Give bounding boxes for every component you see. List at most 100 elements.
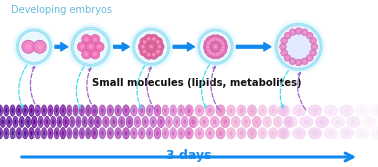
Ellipse shape <box>0 128 3 139</box>
Ellipse shape <box>21 120 23 124</box>
Ellipse shape <box>328 131 333 136</box>
Circle shape <box>197 28 234 66</box>
Circle shape <box>277 25 320 68</box>
Ellipse shape <box>65 120 67 124</box>
Ellipse shape <box>150 116 156 128</box>
Circle shape <box>284 32 291 39</box>
Ellipse shape <box>186 105 192 116</box>
Circle shape <box>207 42 210 45</box>
Ellipse shape <box>5 131 7 136</box>
Ellipse shape <box>33 120 35 124</box>
Ellipse shape <box>101 108 104 113</box>
Ellipse shape <box>229 131 232 136</box>
Circle shape <box>86 42 96 52</box>
Ellipse shape <box>188 131 190 136</box>
FancyArrowPatch shape <box>147 67 155 110</box>
Ellipse shape <box>149 108 151 113</box>
Ellipse shape <box>125 108 127 113</box>
Circle shape <box>209 39 212 42</box>
Ellipse shape <box>198 131 201 136</box>
Ellipse shape <box>0 105 3 116</box>
Circle shape <box>215 53 219 56</box>
Circle shape <box>133 28 170 65</box>
Ellipse shape <box>59 120 60 124</box>
Ellipse shape <box>138 128 145 139</box>
Ellipse shape <box>109 108 112 113</box>
Ellipse shape <box>229 108 232 113</box>
Circle shape <box>140 37 149 47</box>
Ellipse shape <box>184 105 194 116</box>
Ellipse shape <box>347 116 360 128</box>
Ellipse shape <box>94 116 100 128</box>
Ellipse shape <box>340 128 353 139</box>
Ellipse shape <box>43 108 45 113</box>
Circle shape <box>295 28 302 34</box>
Ellipse shape <box>268 105 277 116</box>
Ellipse shape <box>203 120 206 124</box>
Ellipse shape <box>141 108 143 113</box>
Circle shape <box>297 61 300 64</box>
Circle shape <box>153 47 163 56</box>
Circle shape <box>98 45 101 49</box>
Circle shape <box>203 42 212 51</box>
Circle shape <box>147 37 150 41</box>
Ellipse shape <box>16 105 22 116</box>
Circle shape <box>285 34 312 61</box>
Ellipse shape <box>35 105 40 116</box>
Ellipse shape <box>224 120 227 124</box>
FancyArrowPatch shape <box>19 65 27 108</box>
Circle shape <box>281 49 288 56</box>
Circle shape <box>194 25 237 68</box>
Circle shape <box>85 38 88 41</box>
Circle shape <box>77 42 87 52</box>
Circle shape <box>82 49 91 59</box>
Ellipse shape <box>226 105 235 116</box>
Ellipse shape <box>277 128 290 139</box>
Ellipse shape <box>10 128 15 139</box>
Ellipse shape <box>24 131 26 136</box>
Ellipse shape <box>121 120 123 124</box>
Circle shape <box>37 44 42 49</box>
Circle shape <box>204 39 213 48</box>
Ellipse shape <box>170 128 177 139</box>
Ellipse shape <box>191 120 194 124</box>
Ellipse shape <box>164 108 167 113</box>
Ellipse shape <box>313 131 318 136</box>
Ellipse shape <box>93 131 96 136</box>
Ellipse shape <box>216 105 225 116</box>
Ellipse shape <box>62 108 64 113</box>
Ellipse shape <box>251 108 254 113</box>
Ellipse shape <box>48 105 53 116</box>
Ellipse shape <box>284 116 297 128</box>
Ellipse shape <box>360 131 365 136</box>
Ellipse shape <box>281 131 286 136</box>
Ellipse shape <box>27 120 29 124</box>
Ellipse shape <box>371 128 378 139</box>
Ellipse shape <box>154 105 161 116</box>
Circle shape <box>93 52 97 56</box>
Ellipse shape <box>31 131 33 136</box>
Ellipse shape <box>158 116 164 128</box>
Ellipse shape <box>252 116 261 128</box>
Circle shape <box>313 45 316 48</box>
Circle shape <box>213 35 222 44</box>
Circle shape <box>213 50 222 59</box>
Circle shape <box>143 50 146 53</box>
Ellipse shape <box>288 120 293 124</box>
Ellipse shape <box>284 116 293 128</box>
Circle shape <box>152 53 155 56</box>
Ellipse shape <box>331 116 344 128</box>
Ellipse shape <box>279 128 288 139</box>
Ellipse shape <box>336 120 340 124</box>
Ellipse shape <box>2 120 4 124</box>
Ellipse shape <box>208 108 212 113</box>
Ellipse shape <box>60 128 66 139</box>
Ellipse shape <box>376 108 378 113</box>
Ellipse shape <box>16 128 22 139</box>
Circle shape <box>303 31 306 34</box>
Ellipse shape <box>129 120 131 124</box>
Ellipse shape <box>122 128 129 139</box>
Ellipse shape <box>42 105 47 116</box>
Ellipse shape <box>261 108 264 113</box>
Ellipse shape <box>126 116 133 128</box>
